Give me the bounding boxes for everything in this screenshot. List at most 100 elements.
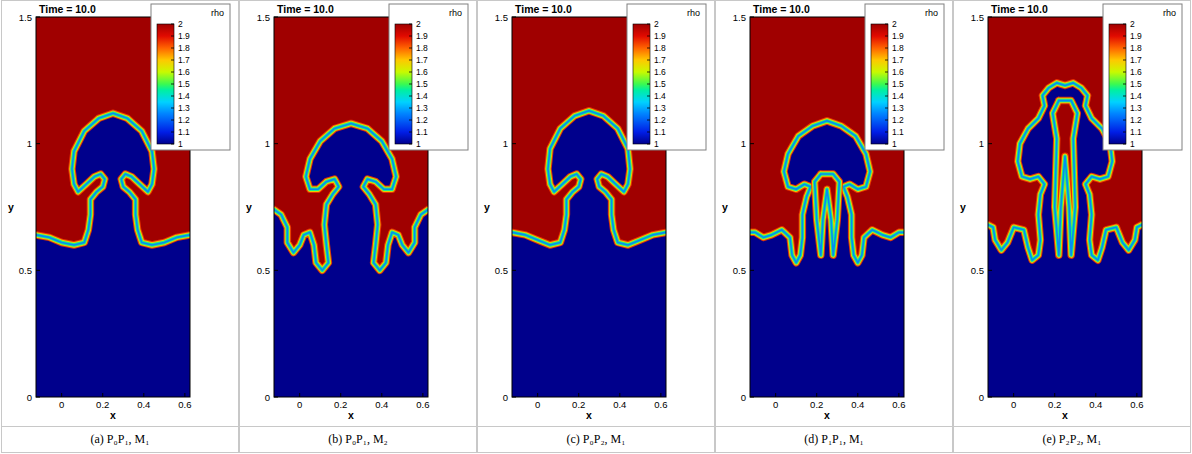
colorbar-tick-label: 1.5	[178, 79, 190, 89]
x-tick	[660, 393, 661, 397]
colorbar-tick	[409, 144, 412, 145]
colorbar-tick-label: 1.1	[892, 127, 904, 137]
colorbar-tick-label: 1.5	[1130, 79, 1142, 89]
y-tick-label: 1	[503, 138, 508, 149]
colorbar-title: rho	[449, 8, 462, 18]
panel-frame	[954, 1, 1191, 453]
colorbar-tick-label: 1.2	[654, 115, 666, 125]
colorbar-tick	[409, 24, 412, 25]
colorbar-tick-label: 1.5	[416, 79, 428, 89]
colorbar-tick	[647, 72, 650, 73]
y-axis-title: y	[722, 201, 728, 213]
panel-title: Time = 10.0	[515, 3, 572, 15]
colorbar-tick-label: 1.8	[178, 43, 190, 53]
figure: 0 0.2 0.4 0.6 0 0.5 1 1.5 Time = 10.0 x y rho 1 1.1 1.…	[0, 0, 1192, 454]
colorbar-tick-label: 1.2	[1130, 115, 1142, 125]
y-tick	[274, 17, 278, 18]
colorbar-tick	[647, 132, 650, 133]
colorbar-tick-label: 1.5	[892, 79, 904, 89]
x-tick	[299, 393, 300, 397]
colorbar-tick-label: 1.4	[1130, 91, 1142, 101]
x-tick-label: 0.2	[96, 399, 109, 410]
colorbar-tick	[171, 96, 174, 97]
x-tick	[857, 393, 858, 397]
colorbar-tick-label: 2	[654, 19, 659, 29]
density-region	[274, 123, 428, 397]
x-tick	[422, 393, 423, 397]
colorbar-tick	[885, 48, 888, 49]
y-tick	[512, 143, 516, 144]
panel-title: Time = 10.0	[277, 3, 334, 15]
y-tick	[988, 397, 992, 398]
y-tick	[274, 270, 278, 271]
colorbar-tick	[409, 72, 412, 73]
y-tick	[988, 270, 992, 271]
panel-frame	[2, 1, 239, 453]
density-field	[988, 17, 1142, 397]
colorbar-tick-label: 1.2	[178, 115, 190, 125]
y-tick	[988, 143, 992, 144]
x-tick	[537, 393, 538, 397]
colorbar-tick	[885, 108, 888, 109]
panel-caption: (a) P₀P₁, M₁	[91, 432, 150, 446]
colorbar-tick	[885, 60, 888, 61]
colorbar-tick	[409, 48, 412, 49]
y-tick	[36, 397, 40, 398]
colorbar-tick	[171, 120, 174, 121]
y-axis-title: y	[8, 201, 14, 213]
y-tick	[36, 270, 40, 271]
colorbar-tick	[647, 24, 650, 25]
density-region	[1053, 101, 1078, 256]
colorbar-tick	[1123, 48, 1126, 49]
colorbar-tick-label: 1.4	[892, 91, 904, 101]
interface-band	[1053, 101, 1078, 256]
colorbar-tick	[885, 72, 888, 73]
x-tick-label: 0.6	[178, 399, 191, 410]
colorbar-box	[627, 4, 706, 150]
x-tick-label: 0.2	[572, 399, 585, 410]
x-tick	[102, 393, 103, 397]
colorbar-tick-label: 1.1	[1130, 127, 1142, 137]
x-tick	[1136, 393, 1137, 397]
panel-title: Time = 10.0	[39, 3, 96, 15]
interface-band	[1053, 101, 1078, 256]
colorbar-tick-label: 1.7	[892, 55, 904, 65]
y-tick	[750, 397, 754, 398]
colorbar-tick	[409, 60, 412, 61]
colorbar-tick	[1123, 132, 1126, 133]
density-region	[988, 17, 1142, 397]
x-tick-label: 0.2	[334, 399, 347, 410]
x-tick-label: 0.4	[1089, 399, 1102, 410]
y-tick-label: 1.5	[733, 12, 746, 23]
colorbar-tick-label: 2	[416, 19, 421, 29]
caption-divider	[240, 426, 477, 427]
colorbar-tick	[409, 84, 412, 85]
y-tick-label: 0.5	[257, 265, 270, 276]
y-tick-label: 0	[503, 392, 508, 403]
y-tick	[750, 17, 754, 18]
colorbar-tick	[1123, 144, 1126, 145]
colorbar-tick-label: 1.7	[416, 55, 428, 65]
x-tick	[143, 393, 144, 397]
y-tick-label: 1.5	[971, 12, 984, 23]
x-tick-label: 0.6	[1130, 399, 1143, 410]
y-axis-title: y	[246, 201, 252, 213]
x-tick-label: 0	[1011, 399, 1016, 410]
plot-frame	[512, 17, 666, 397]
y-tick	[36, 17, 40, 18]
colorbar-tick	[647, 144, 650, 145]
x-tick	[340, 393, 341, 397]
colorbar-tick	[171, 48, 174, 49]
colorbar-box	[389, 4, 468, 150]
y-tick	[988, 17, 992, 18]
plot-frame	[988, 17, 1142, 397]
colorbar-tick-label: 1.1	[654, 127, 666, 137]
y-tick-label: 0.5	[19, 265, 32, 276]
x-axis-title: x	[348, 409, 354, 421]
colorbar-tick-label: 1.6	[892, 67, 904, 77]
colorbar-box	[865, 4, 944, 150]
density-region	[36, 113, 190, 397]
colorbar-tick-label: 1	[892, 139, 897, 149]
x-tick	[775, 393, 776, 397]
colorbar-tick	[171, 84, 174, 85]
